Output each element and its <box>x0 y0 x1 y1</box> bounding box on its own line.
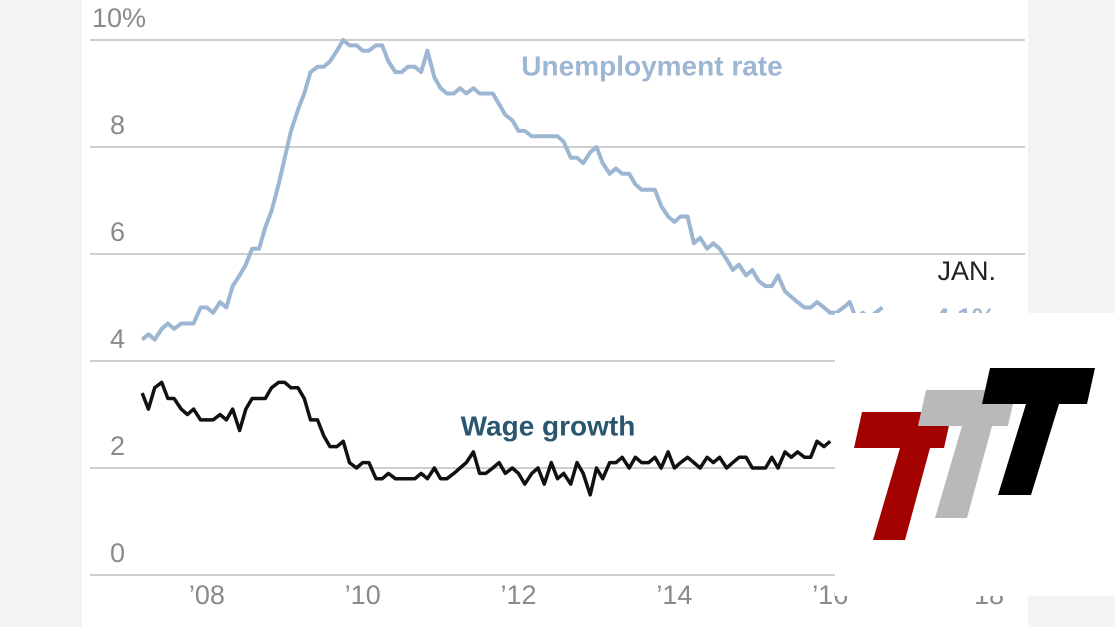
annotation: JAN. <box>937 256 996 286</box>
series-label: Unemployment rate <box>521 50 782 81</box>
logo-shape <box>873 448 930 540</box>
logo-shape <box>998 404 1059 495</box>
y-tick-label: 0 <box>110 538 125 568</box>
series-line <box>140 380 832 497</box>
y-tick-label: 2 <box>110 431 125 461</box>
x-tick-label: ’08 <box>189 580 225 610</box>
logo-shape <box>935 426 992 518</box>
y-tick-label: 6 <box>110 217 125 247</box>
x-tick-label: ’12 <box>501 580 537 610</box>
y-tick-label: 8 <box>110 110 125 140</box>
series-line <box>140 38 884 342</box>
x-tick-label: ’10 <box>345 580 381 610</box>
logo-overlay <box>835 313 1115 596</box>
series-label: Wage growth <box>461 410 636 441</box>
x-tick-label: ’14 <box>656 580 692 610</box>
y-tick-label: 10% <box>92 3 146 33</box>
y-tick-label: 4 <box>110 324 125 354</box>
logo-shape <box>982 368 1095 404</box>
blur-left <box>0 0 82 627</box>
